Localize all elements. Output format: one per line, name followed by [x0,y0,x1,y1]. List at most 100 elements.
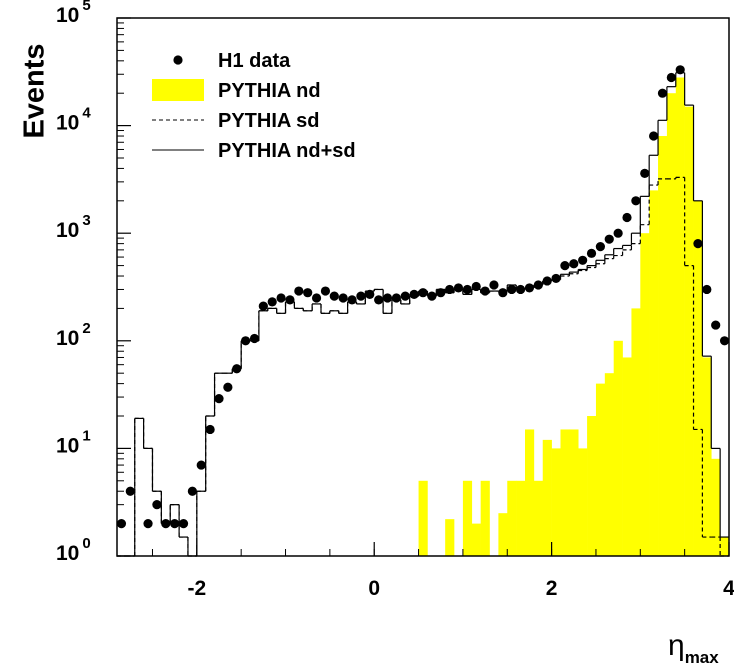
histogram-bar [587,416,597,556]
data-point [161,519,171,529]
y-tick-label: 10 1 [56,427,91,457]
y-axis-label: Events [19,43,51,138]
y-tick-label: 10 4 [56,105,91,135]
histogram-bar [551,448,561,556]
histogram-bar [720,537,730,556]
data-point [152,500,162,510]
data-point [214,394,224,404]
data-point [170,519,180,529]
histogram-bar [569,429,579,556]
y-tick-exponent: 0 [82,535,90,552]
histogram-bar [666,93,677,557]
data-point [604,234,614,244]
legend-label: PYTHIA sd [218,110,320,132]
data-point [347,295,357,305]
data-point [489,280,499,290]
x-tick-label: 2 [546,577,558,600]
legend-label: PYTHIA nd [218,80,321,102]
histogram-bar [445,519,455,556]
x-tick-label: 0 [368,577,380,600]
data-point [409,289,419,299]
y-tick-label: 10 2 [56,320,91,350]
data-point [374,295,384,305]
data-point [631,196,641,206]
data-point [365,289,375,299]
data-point [578,255,588,265]
histogram-bar [578,448,588,556]
histogram-bar [684,106,694,556]
histogram-bar [693,200,703,556]
data-point [507,284,517,295]
data-point [187,486,197,496]
histogram-bar [516,480,526,556]
data-point [533,280,543,290]
x-axis-label-main: η [668,629,685,662]
data-point [320,286,331,296]
data-point [205,424,215,435]
data-point [249,333,260,344]
data-point [241,336,251,346]
histogram-bar [622,357,632,556]
histogram-bar [613,340,623,556]
data-point [498,288,508,298]
y-tick-label: 10 3 [56,212,91,242]
data-point [702,284,712,295]
data-point [453,283,464,293]
data-point [719,336,730,346]
data-point [569,259,579,269]
y-tick-exponent: 3 [82,212,90,229]
data-point [143,519,153,529]
data-point [445,284,455,295]
data-point [258,301,268,311]
data-point [649,131,659,141]
data-point [657,88,668,98]
data-point [666,72,676,83]
histogram-bar [462,480,473,556]
histogram-bar [675,77,685,557]
data-point [125,486,135,496]
data-point [551,273,561,284]
histogram-bar [631,308,641,556]
data-point [232,364,242,374]
histogram-bar [702,357,712,556]
y-tick-exponent: 2 [82,320,90,337]
data-point [391,293,401,303]
data-point [329,291,339,301]
data-point [267,297,277,307]
data-point [178,519,189,529]
y-tick-base: 10 [56,434,79,457]
data-point [338,293,348,303]
x-axis-label: ηmax [668,629,719,667]
y-tick-label: 10 5 [56,0,91,27]
data-point [640,168,650,178]
histogram-bar [507,480,517,556]
data-point [586,248,597,258]
histogram-bar [418,480,428,556]
x-axis-label-sub: max [685,648,720,667]
histogram-bar [604,373,614,556]
histogram-bar [649,190,659,556]
data-point [382,293,393,303]
data-point [613,228,623,238]
x-tick-label: 4 [723,577,734,600]
data-point [436,288,446,298]
histogram-bar [525,429,535,556]
legend-label: H1 data [218,50,291,72]
histogram-bar [533,480,544,556]
data-point [285,295,295,305]
histogram-bar [640,233,650,556]
data-point [471,281,481,292]
data-point [515,284,526,295]
data-point [675,65,685,75]
data-point [542,276,552,286]
plot-frame [116,17,730,557]
data-point [711,320,721,330]
y-tick-base: 10 [56,327,79,350]
legend-marker [173,55,183,65]
histogram-bar [658,136,668,556]
data-point [418,288,428,298]
y-tick-base: 10 [56,112,79,135]
data-point [427,291,437,301]
data-point [400,291,410,301]
data-point [560,260,570,271]
